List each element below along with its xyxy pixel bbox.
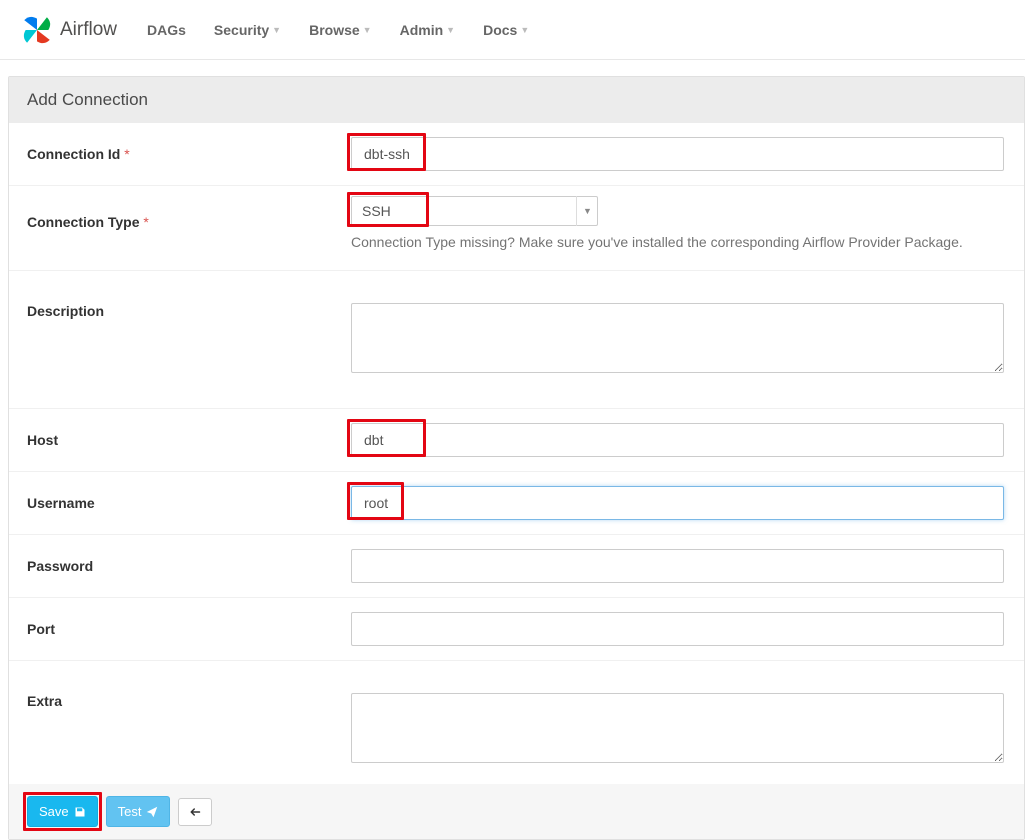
page-body: Add Connection Connection Id * Connectio… [0,60,1025,840]
row-username: Username [9,472,1024,535]
save-button-label: Save [39,804,69,819]
label-host: Host [27,432,351,448]
brand-name: Airflow [60,19,117,41]
nav-browse[interactable]: Browse▼ [309,22,372,38]
nav-links: DAGs Security▼ Browse▼ Admin▼ Docs▼ [147,22,529,38]
row-extra: Extra [9,661,1024,784]
nav-docs[interactable]: Docs▼ [483,22,529,38]
input-host[interactable] [351,423,1004,457]
select-conn-type[interactable]: SSH [351,196,598,226]
chevron-down-icon: ▼ [363,25,372,35]
label-password: Password [27,558,351,574]
nav-dags[interactable]: DAGs [147,22,186,38]
row-port: Port [9,598,1024,661]
row-conn-type: Connection Type * SSH ▼ Connection Type … [9,186,1024,271]
input-description[interactable] [351,303,1004,373]
input-username[interactable] [351,486,1004,520]
input-password[interactable] [351,549,1004,583]
form-panel: Add Connection Connection Id * Connectio… [8,76,1025,840]
brand[interactable]: Airflow [20,13,117,47]
label-description: Description [27,303,351,319]
label-conn-type-text: Connection Type [27,214,140,230]
nav-security-label: Security [214,22,269,38]
label-port: Port [27,621,351,637]
label-conn-id: Connection Id * [27,146,351,162]
back-button[interactable] [178,798,212,826]
required-marker: * [143,214,148,230]
nav-security[interactable]: Security▼ [214,22,281,38]
label-username: Username [27,495,351,511]
required-marker: * [124,146,129,162]
nav-admin-label: Admin [400,22,444,38]
input-conn-id[interactable] [351,137,1004,171]
label-conn-type: Connection Type * [27,196,351,230]
help-conn-type: Connection Type missing? Make sure you'v… [351,234,1004,250]
row-host: Host [9,409,1024,472]
paper-plane-icon [146,806,158,818]
top-navbar: Airflow DAGs Security▼ Browse▼ Admin▼ Do… [0,0,1025,60]
test-button[interactable]: Test [106,796,171,827]
row-password: Password [9,535,1024,598]
save-icon [74,806,86,818]
row-description: Description [9,271,1024,409]
nav-admin[interactable]: Admin▼ [400,22,455,38]
chevron-down-icon: ▼ [272,25,281,35]
arrow-left-icon [189,806,201,818]
row-conn-id: Connection Id * [9,123,1024,186]
save-button[interactable]: Save [27,796,98,827]
test-button-label: Test [118,804,142,819]
chevron-down-icon: ▼ [446,25,455,35]
nav-docs-label: Docs [483,22,517,38]
input-port[interactable] [351,612,1004,646]
chevron-down-icon: ▼ [520,25,529,35]
label-extra: Extra [27,693,351,709]
nav-dags-label: DAGs [147,22,186,38]
label-conn-id-text: Connection Id [27,146,120,162]
nav-browse-label: Browse [309,22,360,38]
select-conn-type-value: SSH [362,203,391,219]
form-content: Connection Id * Connection Type * SSH ▼ [9,123,1024,784]
chevron-down-icon: ▼ [576,196,598,226]
panel-footer: Save Test [9,784,1024,839]
page-title: Add Connection [9,77,1024,123]
input-extra[interactable] [351,693,1004,763]
airflow-logo-icon [20,13,54,47]
